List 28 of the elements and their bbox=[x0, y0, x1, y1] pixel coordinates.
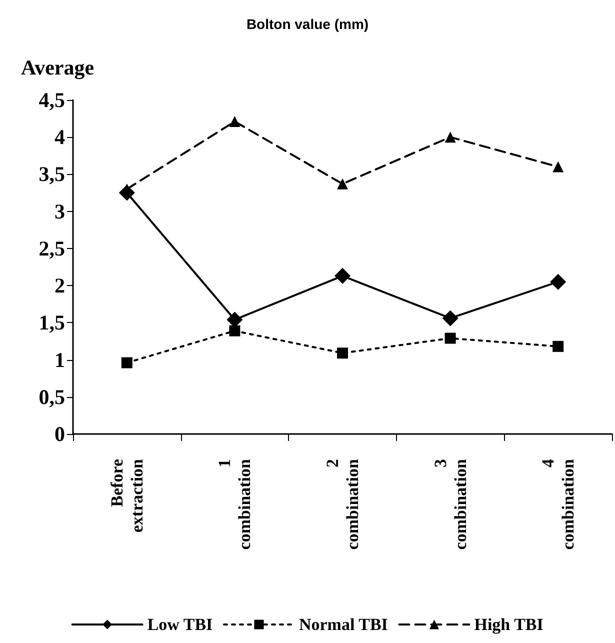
y-tick-label: 1 bbox=[54, 348, 65, 372]
point bbox=[442, 310, 458, 326]
point bbox=[121, 357, 132, 368]
point bbox=[444, 332, 456, 344]
x-tick-label: Before extraction bbox=[107, 458, 146, 533]
y-tick-label: 2 bbox=[54, 274, 65, 298]
legend-label: Low TBI bbox=[147, 615, 214, 634]
point bbox=[550, 274, 566, 290]
point bbox=[229, 325, 240, 336]
y-tick-label: 2,5 bbox=[38, 236, 65, 260]
point bbox=[444, 132, 456, 143]
legend-label: High TBI bbox=[474, 615, 544, 634]
y-tick-label: 4,5 bbox=[38, 88, 65, 112]
y-tick-label: 0,5 bbox=[38, 384, 65, 409]
y-tick-label: 4 bbox=[54, 125, 66, 150]
y-axis-title: Average bbox=[21, 56, 94, 80]
point bbox=[337, 348, 348, 359]
point bbox=[229, 116, 240, 128]
point bbox=[552, 161, 564, 172]
point bbox=[334, 268, 350, 284]
y-tick-label: 3,5 bbox=[38, 162, 65, 186]
legend-label: Normal TBI bbox=[298, 615, 388, 634]
y-tick-label: 1,5 bbox=[38, 310, 65, 335]
y-tick-label: 0 bbox=[54, 422, 65, 446]
y-tick-label: 3 bbox=[54, 199, 65, 224]
point bbox=[552, 340, 564, 352]
point bbox=[337, 178, 348, 190]
chart-title: Bolton value (mm) bbox=[246, 16, 369, 32]
